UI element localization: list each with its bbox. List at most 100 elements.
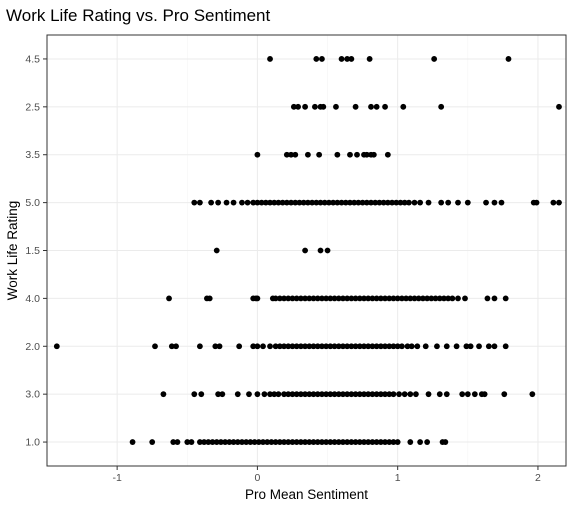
data-point (373, 439, 380, 445)
data-point (198, 391, 205, 398)
data-point (306, 295, 313, 302)
data-point (411, 199, 418, 206)
data-point (344, 391, 351, 398)
data-point (424, 439, 431, 445)
data-point (226, 439, 233, 445)
data-point (293, 391, 300, 398)
data-point (271, 199, 278, 206)
data-point (302, 103, 308, 110)
data-point (247, 439, 254, 445)
data-point (425, 391, 432, 398)
data-point (209, 439, 216, 445)
data-point (236, 343, 243, 350)
data-point (334, 151, 341, 158)
data-point (293, 439, 300, 445)
data-point (323, 439, 330, 445)
data-point (373, 295, 380, 302)
data-point (302, 439, 308, 445)
data-point (250, 199, 257, 206)
data-point (369, 439, 376, 445)
data-point (314, 439, 321, 445)
data-point (363, 199, 370, 206)
data-point (438, 103, 445, 110)
chart-title: Work Life Rating vs. Pro Sentiment (6, 6, 271, 25)
data-point (293, 343, 300, 350)
data-point (310, 343, 317, 350)
data-point (484, 295, 491, 302)
data-point (365, 439, 372, 445)
y-tick-label: 1.5 (25, 245, 40, 257)
data-point (213, 439, 220, 445)
data-point (335, 295, 342, 302)
data-point (333, 103, 339, 110)
data-point (258, 199, 265, 206)
y-tick-label: 2.0 (25, 341, 40, 353)
data-point (206, 295, 213, 302)
data-point (376, 199, 383, 206)
data-point (369, 295, 376, 302)
data-point (327, 295, 334, 302)
data-point (344, 439, 351, 445)
data-point (467, 343, 474, 350)
data-point (323, 343, 330, 350)
data-point (443, 343, 450, 350)
data-point (306, 391, 313, 398)
data-point (498, 199, 505, 206)
data-point (347, 199, 353, 206)
data-point (365, 391, 372, 398)
data-point (212, 343, 219, 350)
data-point (400, 103, 407, 110)
data-point (372, 199, 379, 206)
data-point (170, 439, 177, 445)
data-point (455, 295, 461, 302)
data-point (356, 391, 363, 398)
data-point (271, 391, 278, 398)
data-point (397, 199, 404, 206)
data-point (464, 199, 471, 206)
data-point (312, 103, 318, 110)
data-point (355, 199, 362, 206)
x-tick-label: -1 (112, 472, 121, 484)
data-point (283, 199, 290, 206)
data-point (386, 391, 393, 398)
data-point (420, 295, 426, 302)
data-point (272, 295, 279, 302)
data-points (53, 56, 562, 445)
data-point (319, 295, 325, 302)
data-point (223, 199, 230, 206)
data-point (445, 295, 452, 302)
data-point (296, 199, 303, 206)
data-point (306, 439, 313, 445)
data-point (239, 199, 245, 206)
data-point (347, 151, 353, 158)
data-point (340, 343, 346, 350)
y-axis-title: Work Life Rating (5, 201, 20, 301)
data-point (288, 151, 294, 158)
data-point (344, 56, 351, 62)
data-point (368, 199, 374, 206)
data-point (254, 295, 261, 302)
y-tick-label: 5.0 (25, 197, 40, 209)
data-point (533, 199, 540, 206)
data-point (276, 343, 283, 350)
data-point (529, 391, 536, 398)
data-point (398, 295, 405, 302)
data-point (297, 295, 304, 302)
data-point (335, 439, 342, 445)
data-point (491, 295, 498, 302)
data-point (505, 56, 512, 62)
data-point (459, 391, 466, 398)
data-point (305, 199, 311, 206)
data-point (445, 199, 452, 206)
x-tick-label: 1 (395, 472, 401, 484)
data-point (302, 295, 308, 302)
data-point (394, 343, 401, 350)
data-point (438, 199, 445, 206)
data-point (377, 295, 384, 302)
data-point (281, 295, 287, 302)
data-point (348, 391, 355, 398)
data-point (344, 343, 351, 350)
data-point (279, 199, 286, 206)
y-tick-label: 4.5 (25, 53, 40, 65)
data-point (417, 199, 424, 206)
